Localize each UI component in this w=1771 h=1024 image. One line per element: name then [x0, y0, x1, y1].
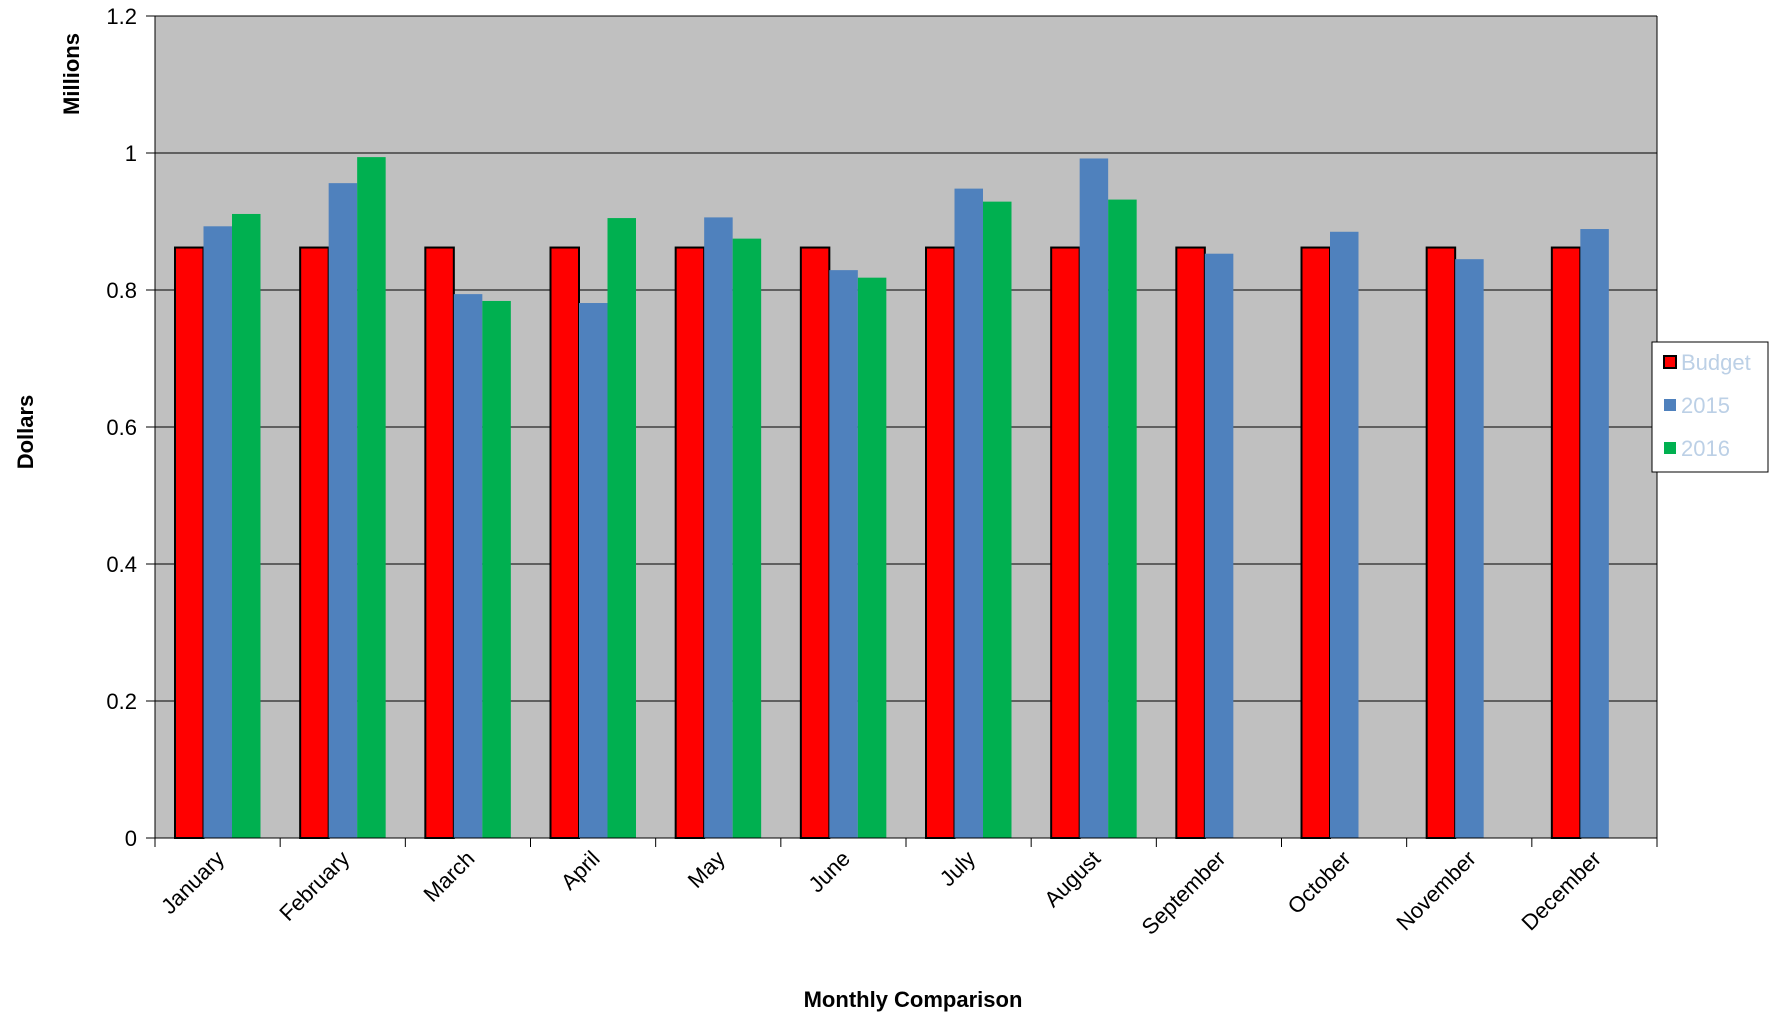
bar-budget-june	[799, 246, 831, 839]
x-tick-label: March	[419, 846, 480, 907]
x-tick-label: November	[1391, 846, 1480, 935]
bar-2015-september	[1204, 253, 1234, 838]
x-tick-label: June	[804, 846, 855, 897]
bar-2016-march	[482, 300, 511, 839]
y-tick-label: 0.2	[106, 689, 137, 714]
bar-2015-august	[1079, 158, 1109, 839]
y-axis-title: Dollars	[13, 395, 38, 470]
y-tick-labels: 0 0.2 0.4 0.6 0.8 1 1.2	[106, 4, 137, 851]
x-tick-label: April	[556, 846, 605, 895]
bar-2016-july	[983, 201, 1012, 838]
legend-swatch-2016	[1664, 442, 1676, 454]
x-tick-label: May	[683, 846, 730, 893]
x-tick-label: August	[1039, 846, 1105, 912]
bar-2015-january	[203, 226, 232, 839]
bar-2015-april	[579, 303, 608, 838]
bar-2015-march	[453, 294, 483, 838]
x-tick-label: February	[274, 846, 354, 926]
bar-2015-july	[954, 188, 983, 838]
y-tick-label: 0.8	[106, 278, 137, 303]
bar-2016-june	[857, 277, 887, 838]
bar-budget-march	[424, 246, 455, 839]
x-tick-labels: January February March April May June July Augu…	[156, 846, 1606, 940]
bar-budget-october	[1300, 246, 1331, 839]
bar-2015-june	[829, 270, 858, 838]
bar-budget-january	[174, 246, 205, 839]
bar-budget-february	[299, 246, 330, 839]
legend-label-2015: 2015	[1681, 393, 1730, 418]
x-tick-label: October	[1283, 846, 1356, 919]
bar-budget-december	[1550, 246, 1582, 839]
y-tick-label: 0	[125, 826, 137, 851]
legend-swatch-2015	[1664, 399, 1676, 411]
bar-2016-april	[607, 218, 636, 838]
x-tick-label: July	[935, 846, 980, 891]
bar-2015-december	[1580, 229, 1609, 838]
y-tick-label: 0.4	[106, 552, 137, 577]
bars	[174, 157, 1609, 839]
y-unit-label: Millions	[59, 33, 84, 115]
y-tick-label: 1	[125, 141, 137, 166]
bar-budget-september	[1175, 246, 1206, 839]
bar-2015-october	[1330, 231, 1359, 838]
bar-budget-august	[1050, 246, 1081, 839]
legend-swatch-budget	[1663, 355, 1677, 369]
legend-label-2016: 2016	[1681, 436, 1730, 461]
x-tick-label: September	[1137, 846, 1231, 940]
legend-label-budget: Budget	[1681, 350, 1751, 375]
y-tick-label: 0.6	[106, 415, 137, 440]
bar-2015-february	[328, 183, 358, 838]
bar-budget-november	[1425, 246, 1457, 839]
bar-2016-february	[357, 157, 386, 839]
bar-2015-may	[704, 217, 733, 838]
bar-2016-may	[732, 238, 762, 838]
axes	[146, 15, 1658, 847]
bar-2016-august	[1108, 199, 1137, 838]
x-axis-title: Monthly Comparison	[804, 987, 1023, 1012]
y-tick-label: 1.2	[106, 4, 137, 29]
x-tick-label: December	[1517, 846, 1606, 935]
bar-2016-january	[232, 213, 261, 839]
x-tick-label: January	[156, 846, 229, 919]
legend: Budget 2015 2016	[1651, 341, 1769, 473]
bar-budget-may	[674, 246, 706, 839]
bar-budget-april	[549, 246, 580, 839]
bar-budget-july	[925, 246, 956, 839]
bar-2015-november	[1455, 259, 1484, 838]
